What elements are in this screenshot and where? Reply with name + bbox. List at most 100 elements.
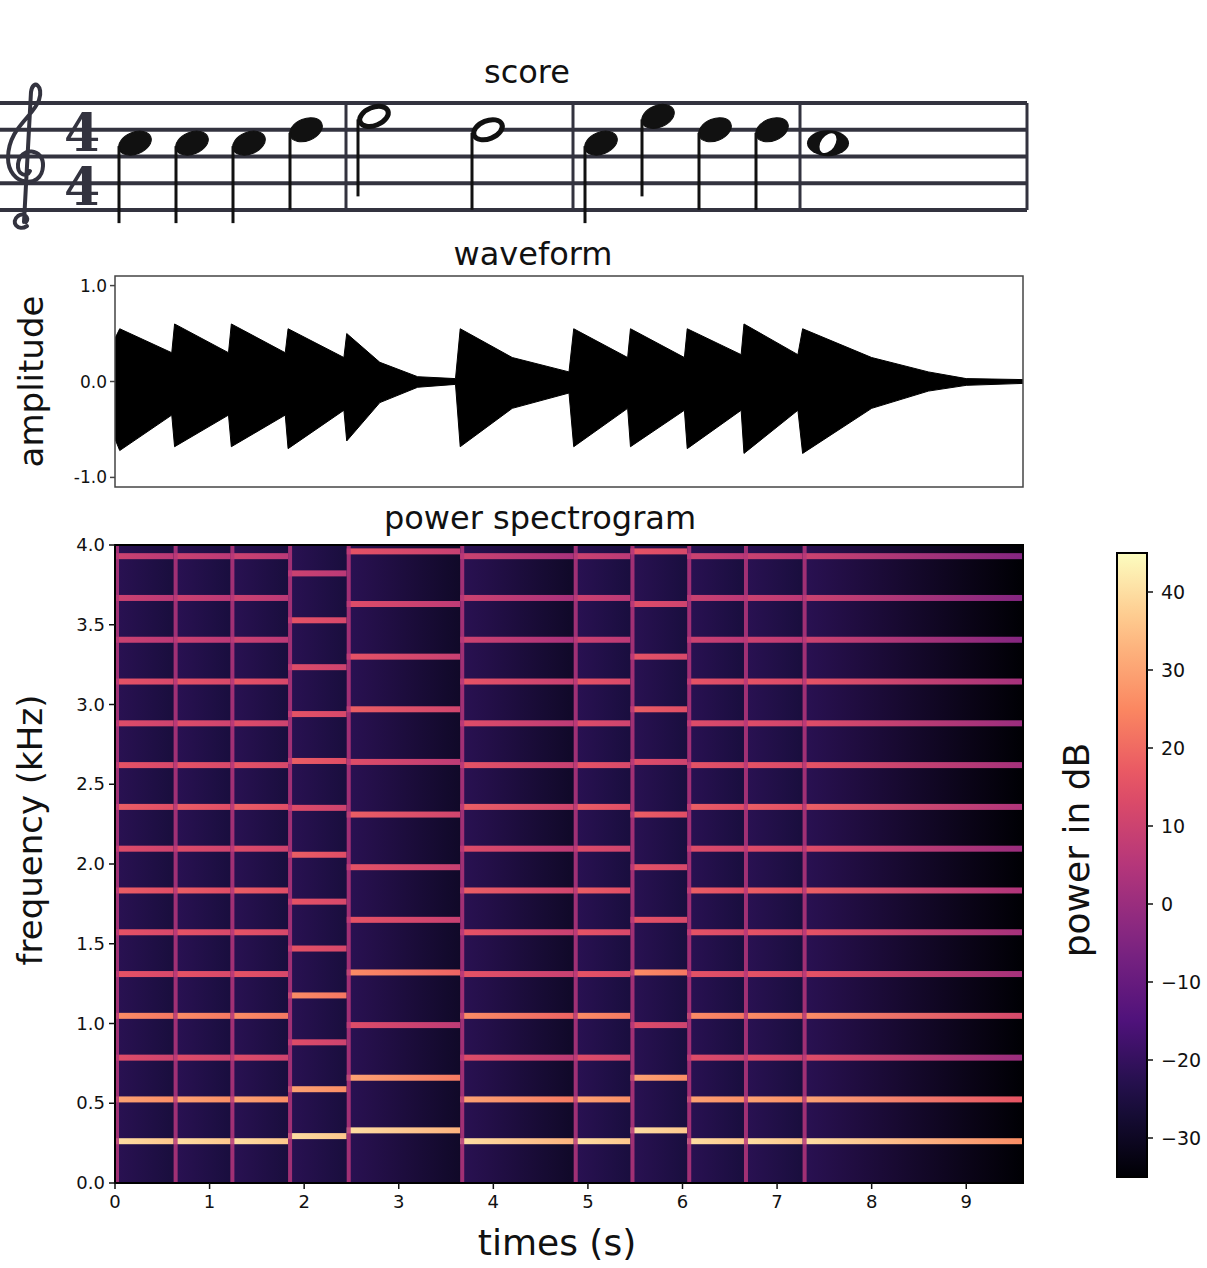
colorbar: [1117, 553, 1147, 1177]
waveform-envelope: [115, 324, 1023, 382]
y-tick-label: 0.0: [80, 372, 107, 392]
harmonic: [288, 570, 347, 576]
harmonic: [347, 812, 461, 818]
harmonic: [230, 846, 288, 852]
harmonic: [174, 929, 231, 935]
harmonic: [230, 553, 288, 559]
harmonic: [115, 553, 174, 559]
note-head: [581, 127, 621, 160]
note-stem: [584, 146, 587, 223]
harmonic: [347, 601, 461, 607]
harmonic: [687, 762, 744, 768]
onset: [230, 545, 234, 1183]
harmonic: [115, 804, 174, 810]
note-background: [347, 545, 461, 1183]
harmonic: [115, 720, 174, 726]
harmonic: [803, 637, 1023, 643]
harmonic: [630, 1127, 687, 1133]
y-tick-label: 1.0: [76, 1013, 105, 1034]
note-stem: [357, 119, 360, 196]
harmonic: [460, 1055, 573, 1061]
harmonic: [115, 762, 174, 768]
note: [286, 113, 326, 210]
colorbar-tick-label: 20: [1161, 737, 1185, 759]
x-tick: [398, 1183, 400, 1189]
harmonic: [460, 929, 573, 935]
x-tick-label: 2: [298, 1191, 309, 1212]
note-background: [230, 545, 288, 1183]
onset: [347, 545, 351, 1183]
harmonic: [574, 679, 631, 685]
harmonic: [574, 971, 631, 977]
note-background: [687, 545, 744, 1183]
harmonic: [744, 971, 803, 977]
harmonic: [687, 553, 744, 559]
note-head: [172, 127, 212, 160]
harmonic: [687, 1013, 744, 1019]
colorbar-tick: [1147, 747, 1153, 749]
note-stem: [289, 133, 292, 210]
staff-line: [0, 181, 1027, 185]
harmonic: [115, 637, 174, 643]
harmonic: [174, 637, 231, 643]
harmonic: [687, 637, 744, 643]
note-background: [174, 545, 231, 1183]
figure: score44waveformamplitude1.00.0-1.0power …: [0, 0, 1207, 1268]
harmonic: [574, 1055, 631, 1061]
harmonic: [288, 852, 347, 858]
harmonic: [574, 1013, 631, 1019]
harmonic: [630, 969, 687, 975]
y-tick: [109, 863, 115, 865]
y-tick-label: 2.0: [76, 853, 105, 874]
note-head: [286, 113, 326, 146]
harmonic: [115, 1138, 174, 1144]
y-tick: [109, 784, 115, 786]
x-tick: [209, 1183, 211, 1189]
harmonic: [460, 887, 573, 893]
x-tick: [776, 1183, 778, 1189]
staff-line: [0, 128, 1027, 132]
harmonic: [347, 706, 461, 712]
harmonic: [744, 1055, 803, 1061]
harmonic: [174, 804, 231, 810]
harmonic: [230, 1055, 288, 1061]
y-tick-label: 3.0: [76, 694, 105, 715]
harmonic: [574, 1096, 631, 1102]
colorbar-tick-label: 10: [1161, 815, 1185, 837]
harmonic: [288, 946, 347, 952]
y-tick: [110, 381, 115, 383]
harmonic: [744, 637, 803, 643]
harmonic: [574, 595, 631, 601]
waveform-envelope: [115, 382, 1023, 454]
x-tick-label: 1: [204, 1191, 215, 1212]
x-tick-label: 7: [771, 1191, 782, 1212]
x-tick-label: 3: [393, 1191, 404, 1212]
note-stem: [175, 146, 178, 223]
harmonic: [744, 679, 803, 685]
harmonic: [347, 759, 461, 765]
harmonic: [347, 1075, 461, 1081]
harmonic: [115, 971, 174, 977]
note-background: [803, 545, 1023, 1183]
harmonic: [744, 846, 803, 852]
harmonic: [174, 1096, 231, 1102]
colorbar-tick-label: 30: [1161, 659, 1185, 681]
note-background: [115, 545, 174, 1183]
y-tick: [109, 1182, 115, 1184]
harmonic: [460, 762, 573, 768]
harmonic: [574, 1138, 631, 1144]
x-tick: [493, 1183, 495, 1189]
harmonic: [230, 762, 288, 768]
harmonic: [347, 969, 461, 975]
harmonic: [460, 1138, 573, 1144]
plot-background: [115, 545, 1023, 1183]
spectrogram-frame: [115, 545, 1023, 1183]
harmonic: [460, 595, 573, 601]
harmonic: [803, 553, 1023, 559]
harmonic: [630, 864, 687, 870]
note-head: [357, 102, 392, 130]
harmonic: [115, 1096, 174, 1102]
onset: [460, 545, 464, 1183]
harmonic: [687, 887, 744, 893]
y-tick: [109, 1103, 115, 1105]
